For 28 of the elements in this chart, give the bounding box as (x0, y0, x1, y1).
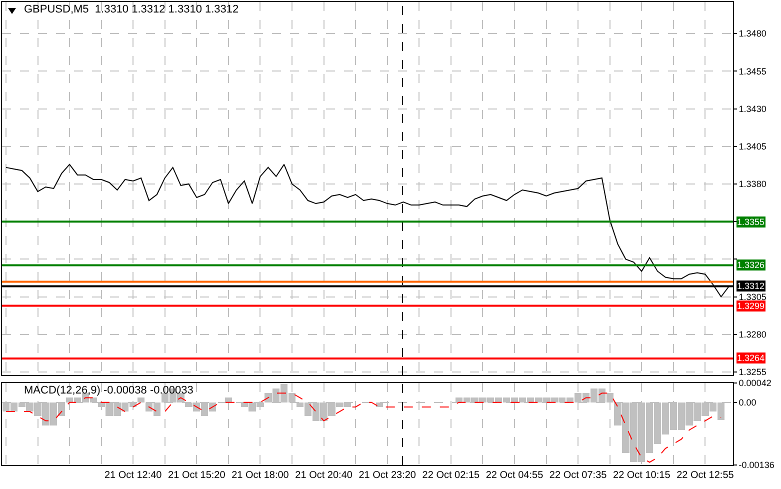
y-tick-label: 1.3480 (738, 28, 766, 39)
ref-line-label: 1.3312 (737, 281, 765, 291)
y-tick-label: 1.3255 (738, 367, 766, 378)
y-tick-label: 0.00 (738, 398, 756, 408)
ref-line-label: 1.3264 (737, 353, 765, 363)
y-tick-label: 1.3405 (738, 142, 766, 152)
y-tick-label: 1.3305 (738, 292, 766, 302)
x-tick-label: 22 Oct 12:55 (676, 470, 734, 481)
y-tick-label: 0.00042 (738, 378, 772, 388)
chart-title: MACD(12,26,9) -0.00038 -0.00033 (24, 384, 194, 397)
x-tick-label: 22 Oct 04:55 (486, 470, 544, 481)
y-tick-label: 1.3430 (738, 104, 766, 114)
x-tick-label: 22 Oct 02:15 (422, 470, 480, 481)
y-tick-label: -0.00136 (738, 460, 774, 470)
y-tick-label: 1.3380 (738, 179, 766, 190)
ref-line-label: 1.3326 (737, 260, 765, 270)
x-tick-label: 22 Oct 10:15 (612, 470, 671, 481)
x-tick-label: 21 Oct 15:20 (168, 470, 226, 481)
x-tick-label: 21 Oct 23:20 (358, 470, 416, 481)
chart-title: GBPUSD,M5 1.3310 1.3312 1.3310 1.3312 (24, 4, 239, 16)
x-tick-label: 22 Oct 07:35 (549, 470, 608, 481)
x-tick-label: 21 Oct 18:00 (232, 470, 290, 481)
x-tick-label: 21 Oct 20:40 (295, 470, 353, 481)
y-tick-label: 1.3280 (738, 330, 766, 340)
y-tick-label: 1.3455 (738, 66, 766, 76)
x-tick-label: 21 Oct 12:40 (104, 470, 162, 481)
ref-line-label: 1.3355 (737, 217, 765, 227)
ref-line-label: 1.3299 (737, 301, 765, 311)
